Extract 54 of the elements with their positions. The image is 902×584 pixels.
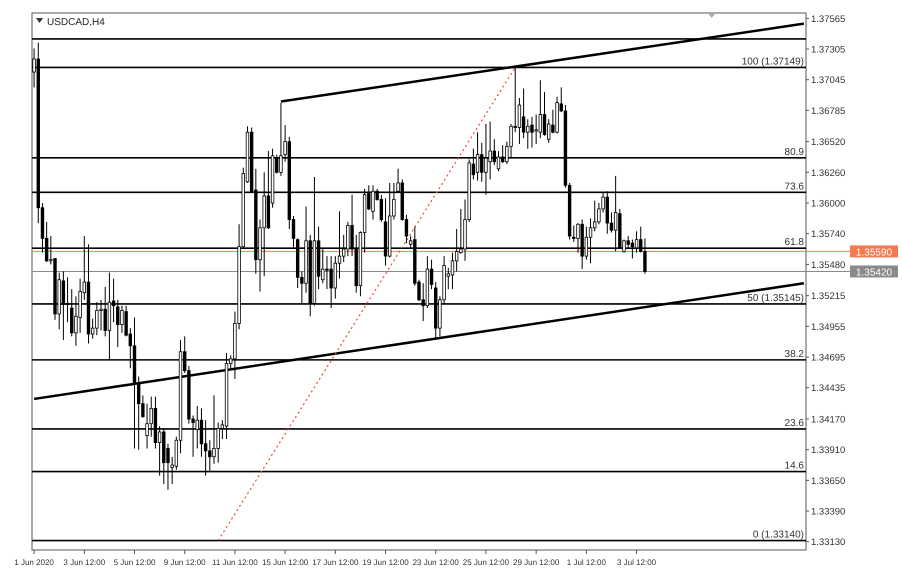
y-tick-label: 1.36520 <box>811 137 846 148</box>
annotation: 73.6 <box>784 181 804 192</box>
chart-title: USDCAD,H4 <box>47 17 106 28</box>
annotation: 23.6 <box>784 418 804 429</box>
x-tick-label: 1 Jun 2020 <box>14 558 54 567</box>
candlestick <box>534 114 538 145</box>
candlestick <box>572 224 576 242</box>
candlestick <box>538 80 542 139</box>
y-tick-label: 1.36000 <box>811 198 846 210</box>
candlestick <box>380 194 384 222</box>
x-tick-label: 17 Jun 12:00 <box>312 558 360 567</box>
annotation: 100 (1.37149) <box>742 56 804 68</box>
y-tick-label: 1.35740 <box>811 229 846 240</box>
x-tick-label: 9 Jun 12:00 <box>164 558 206 567</box>
y-tick-label: 1.33910 <box>811 445 846 456</box>
candlestick <box>526 118 530 150</box>
y-tick-label: 1.33390 <box>811 506 846 518</box>
x-tick-label: 29 Jun 12:00 <box>513 558 560 567</box>
annotation: 50 (1.35145) <box>747 292 804 304</box>
x-tick-label: 5 Jun 12:00 <box>114 558 156 567</box>
x-tick-label: 25 Jun 12:00 <box>462 558 510 567</box>
annotation: 38.2 <box>784 348 804 360</box>
ref-line-label: 1.35590 <box>856 247 893 258</box>
candlestick <box>522 88 526 139</box>
ref-line-label: 1.35420 <box>856 267 893 278</box>
y-tick-label: 1.34435 <box>811 383 846 394</box>
y-tick-label: 1.34955 <box>811 322 846 333</box>
candlestick <box>325 256 329 290</box>
annotation: 0 (1.33140) <box>752 530 804 541</box>
candlestick <box>450 252 454 290</box>
y-tick-label: 1.36260 <box>811 168 846 179</box>
y-tick-label: 1.34695 <box>811 352 846 364</box>
y-tick-label: 1.36785 <box>811 106 846 117</box>
y-tick-label: 1.37045 <box>811 75 846 86</box>
x-tick-label: 3 Jul 12:00 <box>616 558 657 567</box>
x-tick-label: 11 Jun 12:00 <box>212 558 258 567</box>
x-tick-label: 1 Jul 12:00 <box>566 558 606 567</box>
candlestick <box>518 97 522 145</box>
x-tick-label: 23 Jun 12:00 <box>412 558 460 567</box>
y-tick-label: 1.33650 <box>811 476 846 487</box>
x-tick-label: 19 Jun 12:00 <box>362 558 410 567</box>
y-tick-label: 1.33130 <box>811 537 846 548</box>
annotation: 61.8 <box>784 237 804 248</box>
annotation: 14.6 <box>784 460 804 472</box>
y-tick-label: 1.35215 <box>811 291 846 302</box>
x-tick-label: 15 Jun 12:00 <box>262 558 309 567</box>
candlestick <box>530 116 534 148</box>
candlestick <box>542 92 546 136</box>
x-tick-label: 3 Jun 12:00 <box>63 558 106 567</box>
y-tick-label: 1.37305 <box>811 44 846 56</box>
y-tick-label: 1.35480 <box>811 260 846 271</box>
y-tick-label: 1.34170 <box>811 414 846 426</box>
annotation: 80.9 <box>784 146 804 158</box>
y-tick-label: 1.37565 <box>811 14 846 25</box>
